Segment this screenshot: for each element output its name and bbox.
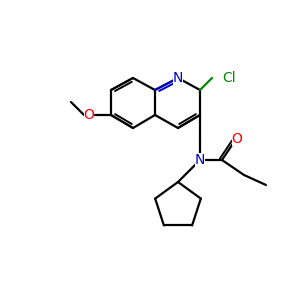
Text: O: O: [84, 108, 94, 122]
Text: O: O: [232, 132, 242, 146]
Text: Cl: Cl: [222, 71, 236, 85]
Text: N: N: [195, 153, 205, 167]
Text: N: N: [173, 71, 183, 85]
